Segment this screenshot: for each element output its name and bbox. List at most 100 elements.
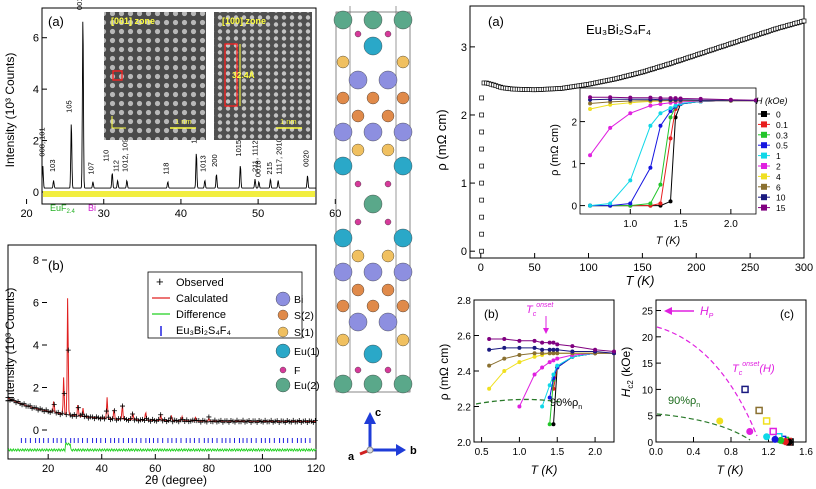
res-xtick-label: 300: [795, 262, 813, 274]
zoom-point: [551, 422, 556, 427]
atom: [381, 143, 395, 157]
xrd-background-band: [43, 191, 315, 197]
inset-point: [658, 201, 663, 206]
atom: [354, 218, 362, 226]
riet-ytick-label: 4: [33, 340, 39, 352]
zoom-tag: (b): [484, 307, 499, 321]
hc2-xtick-label: 1.6: [799, 447, 813, 458]
atom: [354, 180, 362, 188]
inset-point: [588, 101, 593, 106]
zoom-point: [517, 338, 522, 343]
tem-unit-cell-box: [112, 70, 123, 81]
atom: [336, 91, 350, 105]
tem-inset-100: [214, 12, 312, 140]
inset-point: [628, 111, 633, 116]
atom: [384, 218, 392, 226]
resistivity-point: [479, 248, 484, 254]
inset-point: [668, 199, 673, 204]
xrd-ytick-label: 6: [33, 33, 39, 45]
atom: [336, 333, 350, 347]
zoom-point: [502, 369, 507, 373]
zoom-point: [547, 340, 552, 345]
hc2-xtick-label: 0.0: [649, 447, 663, 458]
inset-point: [668, 136, 673, 141]
zoom-point: [487, 347, 492, 352]
inset-ylabel: ρ (mΩ cm): [549, 124, 561, 176]
inset-point: [588, 107, 593, 111]
zoom-point: [551, 372, 556, 377]
rietveld-tag: (b): [48, 258, 64, 273]
inset-point: [608, 125, 613, 130]
impurity-bi: Bi: [88, 203, 96, 213]
resistivity-point: [479, 231, 484, 237]
observed-point: [158, 412, 164, 418]
hc2-90pct-point: [763, 433, 771, 441]
atom: [393, 10, 413, 30]
atom-legend-swatch: [275, 291, 291, 307]
zoom-point: [540, 404, 545, 409]
hc2-90pct-point: [716, 417, 724, 425]
zoom-ytick-label: 2.0: [457, 438, 471, 449]
riet-ytick-label: 6: [33, 298, 39, 310]
hc2-frame: [655, 299, 807, 443]
zoom-point: [593, 347, 598, 352]
resistivity-data: [479, 18, 807, 254]
riet-xtick-label: 40: [96, 463, 108, 475]
field-legend-marker: [761, 204, 767, 211]
res-ytick-label: 0: [461, 246, 467, 258]
res-xtick-label: 150: [633, 262, 651, 274]
xrd-xtick-label: 60: [329, 208, 341, 220]
inset-point: [628, 178, 633, 183]
inset-point: [678, 96, 683, 101]
xrd-peak-label: 107: [87, 162, 96, 175]
inset-point: [648, 103, 653, 108]
zoom-point: [547, 360, 552, 365]
atom: [333, 262, 353, 282]
observed-point: [130, 411, 136, 417]
field-legend-label: 1: [776, 151, 781, 161]
hc2-xtick-label: 1.2: [762, 447, 776, 458]
field-legend-label: 10: [776, 193, 786, 203]
field-legend-label: 4: [776, 172, 781, 182]
hc2-pct-label: 90%ρn: [668, 395, 700, 409]
zoom-point: [547, 383, 552, 388]
xrd-peak-label: 0010: [75, 0, 84, 10]
hc2-90pct-point: [771, 435, 779, 443]
tem-inset-001: [104, 12, 206, 140]
zoom-panel: (b) ρ (mΩ cm) T (K) 2.0 2.2 2.4 2.6 2.8 0.5 1…: [437, 296, 616, 477]
observed-point: [109, 416, 115, 422]
atom: [363, 10, 383, 30]
xrd-peak-label: 103: [48, 159, 57, 172]
atom: [351, 283, 365, 297]
atom: [336, 55, 350, 69]
atom: [333, 228, 353, 248]
zoom-point: [487, 386, 492, 391]
atom: [381, 249, 395, 263]
atom: [363, 122, 383, 142]
atom-legend-swatch: [277, 309, 289, 321]
tem-measure: 32.4Å: [232, 70, 255, 80]
xrd-frame: [41, 7, 317, 205]
hc2-90pct-fit: [656, 413, 751, 441]
hc2-onset-point: [741, 385, 749, 394]
inset-point: [754, 98, 758, 103]
observed-point: [156, 416, 162, 422]
resistivity-point: [479, 163, 484, 169]
zoom-point: [551, 351, 556, 356]
zoom-point: [502, 345, 507, 350]
inset-point: [668, 106, 673, 111]
zoom-point: [570, 344, 575, 349]
zoom-point: [555, 342, 560, 347]
field-legend-marker: [761, 152, 767, 159]
xrd-peak-label: 200: [210, 154, 219, 167]
inset-point: [628, 95, 633, 100]
observed-point: [103, 408, 109, 414]
hc2-onset-point: [762, 417, 771, 425]
observed-point: [128, 416, 134, 422]
zoom-point: [612, 349, 616, 354]
xrd-peak-label: 0018: [253, 160, 262, 177]
inset-point: [648, 95, 653, 100]
res-ytick-label: 1: [461, 178, 467, 190]
atom-legend-label: F: [294, 365, 300, 377]
observed-point: [73, 413, 79, 419]
